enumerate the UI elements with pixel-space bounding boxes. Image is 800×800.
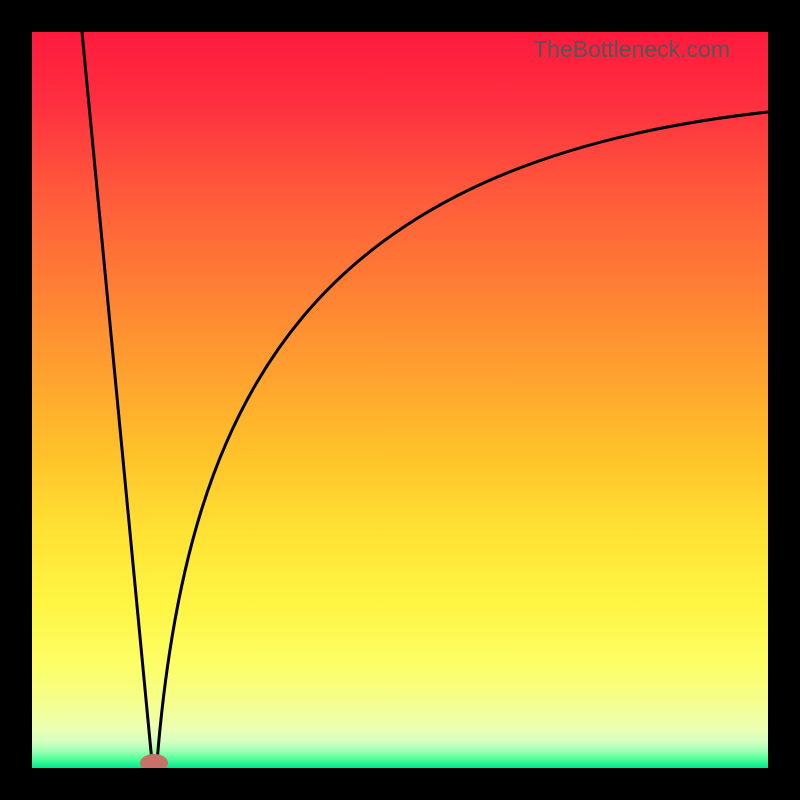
watermark-text: TheBottleneck.com	[533, 36, 730, 63]
plot-area	[32, 32, 768, 768]
gradient-background	[32, 32, 768, 768]
chart-frame: TheBottleneck.com	[0, 0, 800, 800]
